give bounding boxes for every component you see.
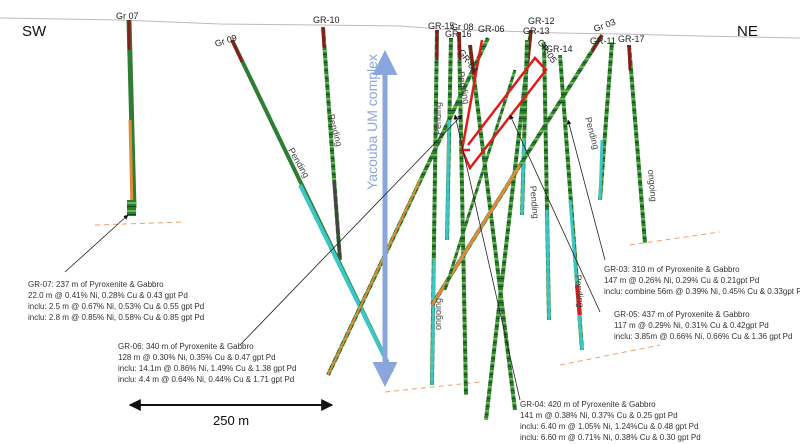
annotation-line: GR-07: 237 m of Pyroxenite & Gabbro xyxy=(28,280,164,289)
drill-trace-gr08 xyxy=(457,31,468,396)
status-ongoing-gr17: ongoing xyxy=(646,169,659,202)
annotation-line: 147 m @ 0.26% Ni, 0.29% Cu & 0.21gpt Pd xyxy=(604,276,759,285)
status-pending-gr11: Pending xyxy=(583,116,601,150)
annotation-line: inclu: 6.40 m @ 1.05% Ni, 1.24%Cu & 0.48… xyxy=(520,422,698,431)
annotation-line: GR-05: 437 m of Pyroxenite & Gabbro xyxy=(614,310,750,319)
drill-trace-gr11 xyxy=(598,41,614,201)
drill-trace-gr07 xyxy=(126,19,137,216)
drill-trace-extra xyxy=(443,69,517,291)
annotation-gr04: GR-04: 420 m of Pyroxenite & Gabbro 141 … xyxy=(520,400,701,442)
hole-label-gr14: GR-14 xyxy=(546,44,573,54)
drill-trace-gr17 xyxy=(627,44,647,244)
scale-bar-label: 250 m xyxy=(213,413,249,428)
drill-trace-gr15 xyxy=(430,29,439,386)
drill-trace-gr14 xyxy=(558,54,584,351)
hole-label-gr16: GR-16 xyxy=(445,29,472,39)
leader-lines xyxy=(64,114,606,401)
annotation-line: 22.0 m @ 0.41% Ni, 0.28% Cu & 0.43 gpt P… xyxy=(28,291,188,300)
annotation-line: inclu: 2.5 m @ 0.67% Ni, 0.53% Cu & 0.55… xyxy=(28,302,204,311)
hole-label-gr07: Gr 07 xyxy=(116,11,139,21)
annotation-line: inclu: 14.1m @ 0.86% Ni, 1.49% Cu & 1.38… xyxy=(118,364,296,373)
annotation-gr07: GR-07: 237 m of Pyroxenite & Gabbro 22.0… xyxy=(28,280,204,322)
status-pending-gr15: Pending xyxy=(433,102,443,135)
contact-dashes xyxy=(94,221,721,393)
hole-label-gr08: Gr 08 xyxy=(451,22,474,32)
hole-labels: Gr 07 GR-10 Gr 09 GR-15 Gr 08 GR-16 GR-0… xyxy=(116,11,645,75)
annotation-line: GR-06: 340 m of Pyroxenite & Gabbro xyxy=(118,342,254,351)
annotation-line: inclu: 2.8 m @ 0.85% Ni, 0.58% Cu & 0.85… xyxy=(28,313,204,322)
hole-label-gr17: GR-17 xyxy=(618,34,645,44)
complex-label: Yacouba UM complex xyxy=(364,54,380,190)
annotation-line: 141 m @ 0.38% Ni, 0.37% Cu & 0.25 gpt Pd xyxy=(520,411,678,420)
drill-trace-gr04 xyxy=(468,44,517,411)
hole-label-gr03: Gr 03 xyxy=(592,17,617,34)
drill-trace-gr10 xyxy=(321,26,342,261)
hole-label-gr13: GR-13 xyxy=(523,26,550,36)
hole-label-gr06: GR-06 xyxy=(478,24,505,34)
drill-trace-gr05 xyxy=(542,41,551,321)
hole-label-gr10: GR-10 xyxy=(313,15,340,25)
annotation-line: GR-04: 420 m of Pyroxenite & Gabbro xyxy=(520,400,656,409)
status-pending-gr05: Pending xyxy=(528,185,541,219)
hole-label-gr12: GR-12 xyxy=(528,16,555,26)
status-ongoing-gr15: ongoing xyxy=(433,298,443,330)
hole-label-gr15: GR-15 xyxy=(428,21,455,31)
direction-right: NE xyxy=(737,23,758,40)
annotation-gr05: GR-05: 437 m of Pyroxenite & Gabbro 117 … xyxy=(614,310,792,341)
annotation-line: inclu: 4.4 m @ 0.64% Ni, 0.44% Cu & 1.71… xyxy=(118,375,294,384)
annotation-gr06: GR-06: 340 m of Pyroxenite & Gabbro 128 … xyxy=(118,342,296,384)
annotation-line: inclu: combine 56m @ 0.39% Ni, 0.45% Cu … xyxy=(604,287,800,296)
drill-trace-gr16 xyxy=(445,37,453,241)
annotation-line: 128 m @ 0.30% Ni, 0.35% Cu & 0.47 gpt Pd xyxy=(118,353,276,362)
drill-trace-gr13 xyxy=(520,39,529,216)
annotation-line: 117 m @ 0.29% Ni, 0.31% Cu & 0.42gpt Pd xyxy=(614,321,769,330)
topography-line xyxy=(0,17,800,39)
annotation-gr03: GR-03: 310 m of Pyroxenite & Gabbro 147 … xyxy=(604,265,800,296)
direction-left: SW xyxy=(22,23,47,40)
annotation-line: inclu: 3.85m @ 0.66% Ni, 0.66% Cu & 1.36… xyxy=(614,332,792,341)
annotation-line: GR-03: 310 m of Pyroxenite & Gabbro xyxy=(604,265,740,274)
annotation-line: inclu: 6.60 m @ 0.71% Ni, 0.38% Cu & 0.3… xyxy=(520,433,701,442)
status-pending-gr14: Pending xyxy=(573,274,586,308)
hole-label-gr11: GR-11 xyxy=(590,36,616,46)
